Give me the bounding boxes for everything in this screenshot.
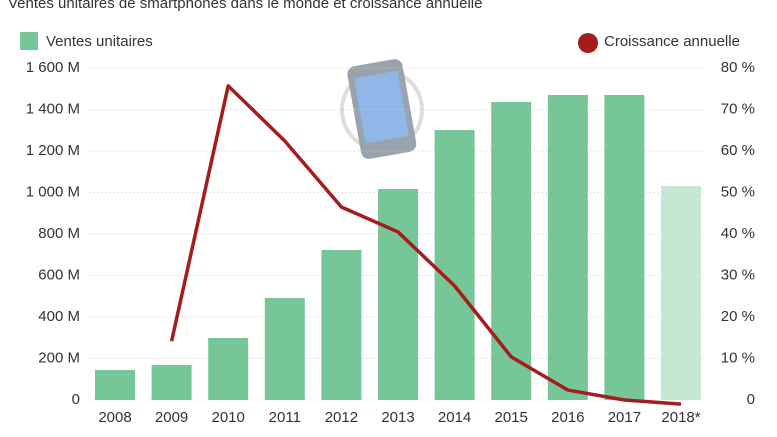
bar: [321, 249, 362, 400]
bar: [264, 297, 305, 400]
x-tick-label: 2018*: [661, 409, 700, 426]
y2-tick-label: 60 %: [721, 142, 755, 159]
legend-swatch: [20, 32, 38, 50]
x-tick-label: 2017: [608, 409, 641, 426]
bar: [491, 102, 532, 400]
y2-tick-label: 20 %: [721, 308, 755, 325]
bar: [661, 186, 701, 400]
y2-tick-label: 40 %: [721, 225, 755, 242]
y2-tick-label: 80 %: [721, 59, 755, 76]
x-tick-label: 2014: [438, 409, 471, 426]
legend-label: Croissance annuelle: [604, 33, 740, 50]
bar: [151, 364, 192, 400]
bar: [95, 369, 135, 400]
legend-label: Ventes unitaires: [46, 33, 153, 50]
y-tick-label: 400 M: [38, 308, 80, 325]
y-tick-label: 0: [72, 391, 80, 408]
y-tick-label: 1 200 M: [26, 142, 80, 159]
x-tick-label: 2011: [269, 409, 301, 426]
x-tick-label: 2015: [495, 409, 528, 426]
x-tick-label: 2010: [212, 409, 245, 426]
y-tick-label: 1 400 M: [26, 100, 80, 117]
y-tick-label: 200 M: [38, 349, 80, 366]
bar: [604, 94, 645, 400]
y-tick-label: 600 M: [38, 266, 80, 283]
y2-tick-label: 0: [747, 391, 755, 408]
y-tick-label: 800 M: [38, 225, 80, 242]
bar: [208, 337, 249, 400]
y2-tick-label: 50 %: [721, 183, 755, 200]
y2-tick-label: 70 %: [721, 100, 755, 117]
y-tick-label: 1 600 M: [26, 59, 80, 76]
x-tick-label: 2013: [381, 409, 414, 426]
chart-title: Ventes unitaires de smartphones dans le …: [8, 0, 482, 12]
legend-swatch: [578, 33, 598, 53]
x-tick-label: 2016: [551, 409, 584, 426]
x-tick-label: 2012: [325, 409, 358, 426]
x-tick-label: 2009: [155, 409, 188, 426]
bar: [378, 188, 418, 400]
y2-tick-label: 10 %: [721, 349, 755, 366]
y2-tick-label: 30 %: [721, 266, 755, 283]
bar: [434, 130, 475, 401]
line: [169, 84, 682, 406]
y-tick-label: 1 000 M: [26, 183, 80, 200]
bar: [547, 94, 588, 400]
x-tick-label: 2008: [98, 409, 131, 426]
